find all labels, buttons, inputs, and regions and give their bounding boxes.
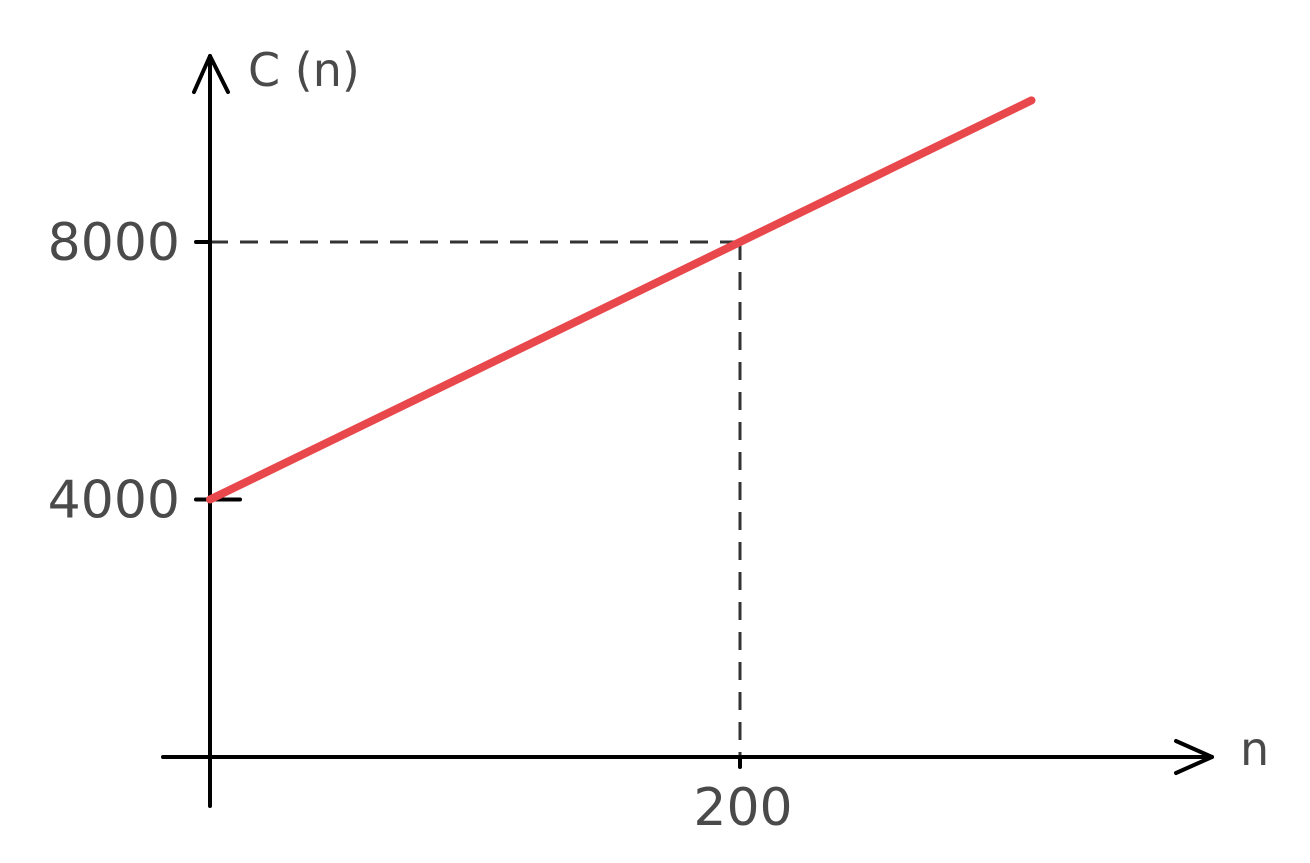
series-line [206, 96, 1036, 504]
tick-marks [194, 240, 742, 769]
y-tick-label: 4000 [48, 471, 180, 531]
y-axis-arrowhead [192, 54, 230, 94]
tick-labels: 4000 8000 200 [48, 213, 793, 838]
series-layer [206, 96, 1036, 504]
x-axis-label: n [1240, 722, 1269, 776]
reference-guides [210, 240, 742, 757]
x-axis-arrowhead [1174, 739, 1214, 775]
y-tick-label: 8000 [48, 213, 180, 273]
x-tick-label: 200 [693, 778, 792, 838]
y-axis-label: C (n) [248, 43, 360, 97]
axes [161, 54, 1214, 808]
